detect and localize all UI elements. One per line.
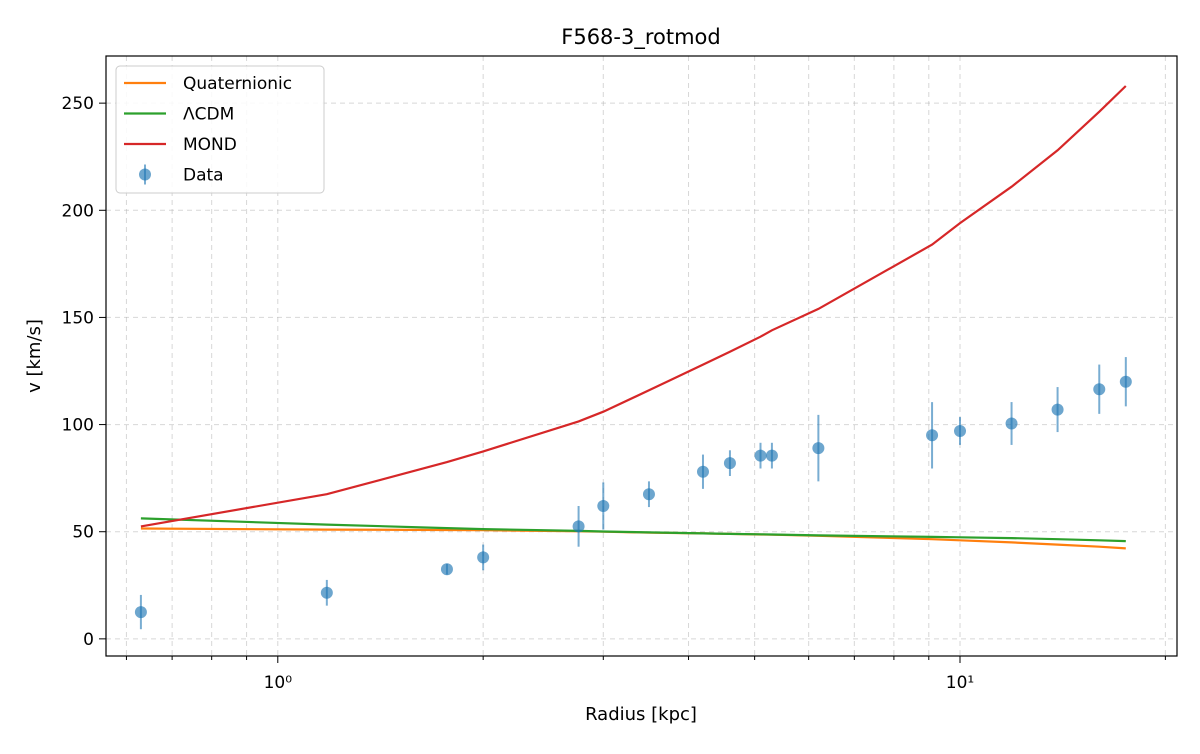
data-point xyxy=(572,520,585,533)
data-point xyxy=(597,500,610,512)
legend-label: MOND xyxy=(183,135,237,155)
x-tick-label: 10⁰ xyxy=(264,673,293,693)
plot-frame xyxy=(105,55,1178,657)
data-point xyxy=(1005,417,1018,430)
y-tick-label: 250 xyxy=(62,94,94,114)
data-point xyxy=(642,488,655,501)
data-point xyxy=(812,442,825,455)
legend-label: Data xyxy=(183,166,224,186)
y-tick-label: 150 xyxy=(62,308,94,328)
data-point xyxy=(1093,383,1106,396)
y-axis-label: v [km/s] xyxy=(24,319,45,393)
y-tick-label: 100 xyxy=(62,416,94,436)
legend-label: Quaternionic xyxy=(183,74,292,94)
series-line-mond xyxy=(140,85,1127,528)
y-tick-label: 50 xyxy=(72,523,94,543)
grid-layer xyxy=(106,56,1177,656)
x-axis-label: Radius [kpc] xyxy=(585,704,697,725)
legend: Quaternionic ΛCDM MOND Data xyxy=(115,65,325,194)
chart-title: F568-3_rotmod xyxy=(561,25,721,50)
ticks-layer: 0 50 100 150 200 250 10⁰ 10¹ xyxy=(62,94,1166,693)
data-point xyxy=(1051,403,1064,416)
y-tick-label: 0 xyxy=(83,630,94,650)
data-point xyxy=(477,551,490,564)
data-point xyxy=(754,449,767,462)
x-tick-label: 10¹ xyxy=(946,673,974,693)
legend-swatch-marker xyxy=(139,168,151,181)
data-point xyxy=(440,563,453,576)
data-point xyxy=(926,429,939,442)
data-point xyxy=(696,465,709,478)
data-point xyxy=(723,457,736,470)
y-tick-label: 200 xyxy=(62,201,94,221)
data-point xyxy=(134,606,147,619)
data-point xyxy=(954,425,967,437)
legend-label: ΛCDM xyxy=(183,105,234,125)
series-line-λcdm xyxy=(140,517,1126,543)
series-layer xyxy=(134,85,1132,630)
legend-box xyxy=(115,65,325,194)
data-point xyxy=(765,449,778,462)
data-point xyxy=(1119,375,1132,388)
data-point xyxy=(320,586,333,599)
